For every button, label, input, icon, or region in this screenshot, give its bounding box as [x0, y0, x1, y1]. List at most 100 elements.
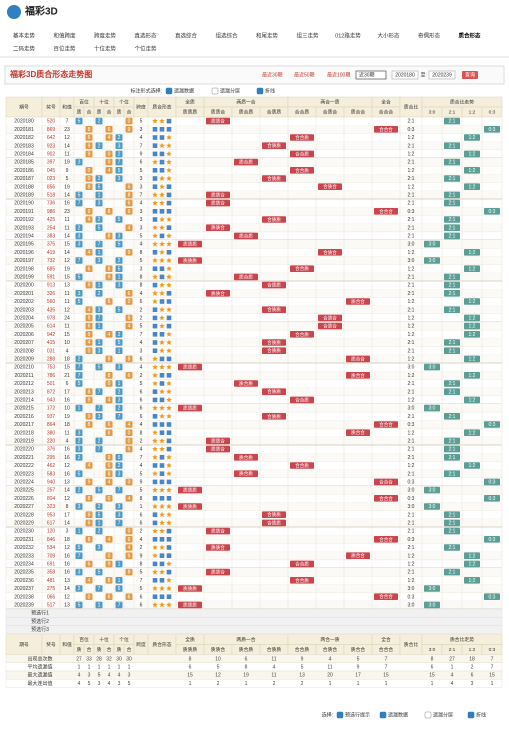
composite-square — [166, 209, 172, 214]
ratio-hit — [424, 240, 440, 248]
nav-tab[interactable]: 跨度走势 — [94, 31, 117, 39]
form: 质质合 — [211, 437, 225, 444]
checkbox[interactable] — [467, 711, 475, 719]
digit: 4 — [88, 463, 91, 469]
option-text[interactable]: 遗漏数据 — [174, 87, 194, 94]
nav-tab[interactable]: 质合形态 — [458, 31, 481, 39]
ratio-hit — [444, 413, 460, 420]
option-text[interactable]: 遗漏分层 — [220, 87, 240, 94]
nav-tab[interactable]: 和值跨度 — [53, 31, 76, 39]
col-header: 质合比 — [404, 641, 419, 648]
digit: 2 — [98, 504, 101, 510]
option-text[interactable]: 折线 — [476, 711, 486, 718]
ratio: 2:1 — [408, 521, 415, 527]
sum: 4 — [66, 348, 69, 354]
stat-value: 30 — [116, 656, 122, 662]
form: 合质质 — [267, 142, 281, 149]
group-header: 两合一质 — [320, 636, 339, 643]
option-text[interactable]: 遗漏数据 — [388, 711, 408, 718]
preselect-row[interactable] — [5, 617, 503, 626]
nav-tab[interactable]: 个位走势 — [134, 44, 157, 52]
nav-tab[interactable]: 大小形态 — [377, 31, 400, 39]
nav-tab[interactable]: 奇偶形态 — [418, 31, 441, 39]
logo-icon — [7, 5, 21, 19]
form-hit — [290, 167, 314, 174]
sum: 18 — [64, 357, 70, 363]
draw-number: 419 — [47, 250, 56, 256]
ratio-trend: 1:2 — [469, 398, 476, 404]
checkbox[interactable] — [256, 87, 264, 95]
ratio-hit — [484, 495, 500, 502]
nav-tab[interactable]: 012路走势 — [335, 31, 361, 39]
nav-tab[interactable]: 直选综合 — [175, 31, 198, 39]
nav-tab[interactable]: 组选综合 — [215, 31, 238, 39]
nav-tab[interactable]: 直选形态 — [134, 31, 157, 39]
checkbox[interactable] — [379, 711, 387, 719]
checkbox[interactable] — [165, 87, 173, 95]
digit-hit — [85, 314, 93, 322]
ratio: 2:1 — [408, 283, 415, 289]
period-link[interactable]: 最近50期 — [294, 71, 315, 78]
checkbox[interactable] — [424, 711, 432, 719]
ratio-trend: 2:1 — [449, 512, 456, 518]
composite-square — [152, 537, 158, 542]
preselect-row[interactable] — [5, 608, 503, 618]
form-hit — [290, 462, 314, 469]
digit-hit — [85, 577, 93, 584]
nav-tab[interactable]: 十位走势 — [94, 44, 117, 52]
digit: 2 — [78, 225, 81, 231]
digit: 1 — [118, 562, 121, 568]
query-button[interactable] — [462, 71, 478, 79]
ratio-hit — [444, 191, 460, 199]
draw-number: 172 — [47, 406, 56, 412]
period-link[interactable]: 最近100期 — [327, 71, 350, 78]
span: 4 — [140, 537, 143, 543]
issue: 2020221 — [14, 455, 34, 461]
form: 合合合 — [379, 536, 393, 543]
option-text[interactable]: 遗漏分层 — [433, 711, 453, 718]
checkbox[interactable] — [211, 87, 219, 95]
stat-value: 4 — [108, 673, 111, 679]
form-hit — [206, 568, 230, 576]
issue: 2020188 — [14, 184, 34, 190]
option-text[interactable]: 预选行提示 — [345, 711, 370, 718]
composite-square — [152, 217, 158, 222]
sub-header: 质质质 — [183, 109, 198, 116]
sum: 11 — [64, 324, 69, 330]
ratio: 1:2 — [408, 135, 415, 141]
ratio-hit — [444, 290, 460, 297]
digit-hit — [85, 175, 93, 182]
start-input[interactable] — [391, 70, 419, 80]
stat-value: 1 — [189, 681, 192, 687]
digit-hit — [125, 208, 133, 215]
preselect-row[interactable] — [5, 625, 503, 634]
nav-tab[interactable]: 二码走势 — [13, 44, 36, 52]
form-hit — [262, 306, 286, 313]
composite-square — [152, 578, 158, 583]
period-link[interactable]: 最近30期 — [262, 71, 283, 78]
nav-tab[interactable]: 基本走势 — [13, 31, 36, 39]
checkbox[interactable] — [336, 711, 344, 719]
composite-square — [166, 528, 172, 534]
issue: 2020220 — [14, 447, 34, 453]
form-hit — [262, 339, 286, 346]
sum: 13 — [64, 480, 70, 486]
form: 质合质 — [239, 273, 253, 280]
ratio-hit — [464, 577, 480, 584]
nav-tab[interactable]: 百位走势 — [53, 44, 76, 52]
digit-hit — [125, 191, 133, 199]
span: 4 — [140, 201, 143, 207]
nav-tab[interactable]: 组三走势 — [296, 31, 319, 39]
digit: 3 — [78, 447, 81, 453]
ratio-trend: 1:2 — [469, 463, 476, 469]
end-input[interactable] — [428, 70, 456, 80]
option-text[interactable]: 折线 — [265, 87, 275, 94]
query-button-text[interactable]: 查询 — [465, 71, 475, 78]
composite-square — [166, 127, 172, 132]
period-select[interactable] — [355, 70, 387, 80]
digit: 1 — [118, 348, 121, 354]
prime-star — [166, 454, 172, 460]
row-band — [6, 371, 502, 380]
prime-star — [166, 339, 172, 345]
nav-tab[interactable]: 和尾走势 — [256, 31, 279, 39]
